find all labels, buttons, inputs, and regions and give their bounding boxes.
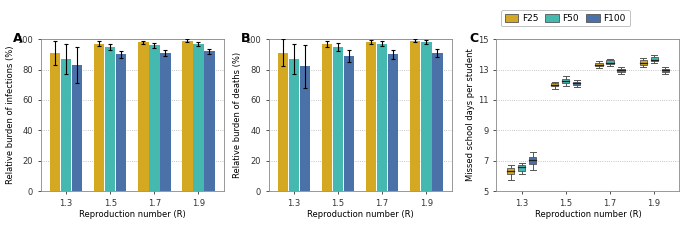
Bar — [344, 56, 354, 191]
Bar — [366, 42, 376, 191]
Bar — [617, 69, 625, 72]
Y-axis label: Relative burden of deaths (%): Relative burden of deaths (%) — [234, 52, 242, 178]
Bar — [333, 47, 343, 191]
Text: C: C — [469, 32, 478, 45]
Bar — [182, 41, 192, 191]
Bar — [138, 42, 149, 191]
Bar — [204, 51, 214, 191]
Bar — [562, 79, 569, 83]
Bar — [606, 61, 614, 64]
Text: B: B — [241, 32, 251, 45]
X-axis label: Reproduction number (R): Reproduction number (R) — [534, 210, 641, 219]
X-axis label: Reproduction number (R): Reproduction number (R) — [307, 210, 414, 219]
Bar — [421, 42, 432, 191]
Bar — [160, 53, 171, 191]
Bar — [105, 47, 116, 191]
Bar — [149, 45, 160, 191]
Bar — [662, 69, 669, 72]
Bar — [388, 54, 399, 191]
Bar — [508, 168, 514, 174]
Bar — [432, 53, 443, 191]
Bar — [640, 61, 647, 65]
Bar — [116, 54, 127, 191]
Bar — [322, 44, 332, 191]
Bar — [288, 59, 299, 191]
Bar — [50, 53, 60, 191]
Bar — [299, 67, 310, 191]
Bar — [94, 44, 104, 191]
Bar — [277, 53, 288, 191]
Text: A: A — [13, 32, 23, 45]
Bar — [651, 57, 658, 61]
Y-axis label: Missed school days per student: Missed school days per student — [466, 49, 475, 182]
Bar — [72, 65, 82, 191]
Bar — [530, 157, 536, 164]
Bar — [377, 44, 388, 191]
Bar — [193, 44, 203, 191]
Bar — [573, 82, 580, 85]
Bar — [519, 165, 525, 171]
Bar — [61, 59, 71, 191]
Legend: F25, F50, F100: F25, F50, F100 — [501, 10, 630, 27]
Bar — [410, 41, 421, 191]
Bar — [551, 83, 558, 86]
Bar — [595, 63, 603, 67]
X-axis label: Reproduction number (R): Reproduction number (R) — [79, 210, 186, 219]
Y-axis label: Relative burden of infections (%): Relative burden of infections (%) — [5, 46, 14, 184]
